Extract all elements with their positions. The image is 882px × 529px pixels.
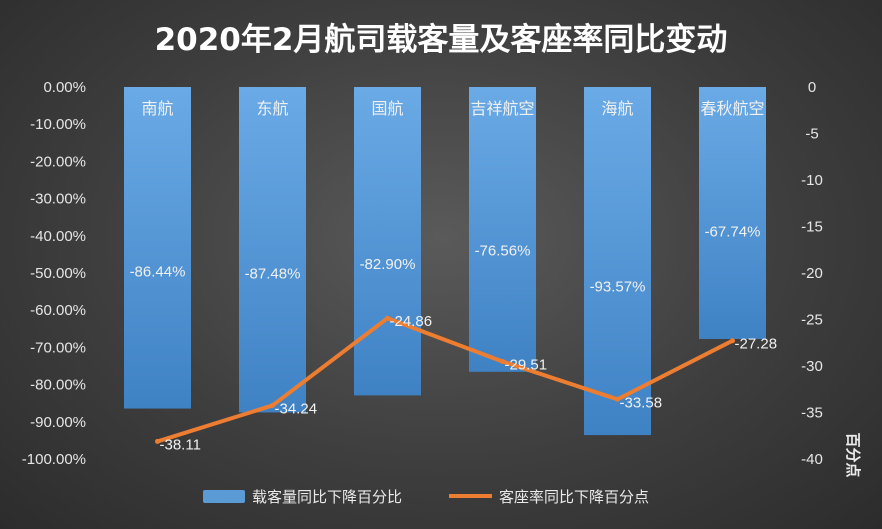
line-path (155, 316, 735, 444)
line-point (155, 438, 160, 444)
line-point (500, 358, 505, 364)
right-axis: 0 -5 -10 -15 -20 -25 -30 -35 -40 (801, 79, 823, 468)
left-tick-label: -70.00% (30, 339, 86, 356)
line-data-label: -27.28 (735, 336, 778, 353)
right-tick-label: 0 (808, 79, 816, 96)
bar-data-label: -86.44% (130, 263, 186, 280)
line-point (270, 402, 275, 408)
data-labels: 南航 -86.44% 东航 -87.48% 国航 -82.90% 吉祥航空 -76.56% 海航… (130, 99, 777, 453)
line-point (385, 315, 390, 321)
bar (469, 87, 536, 372)
bar-series (124, 87, 766, 436)
left-tick-label: -40.00% (30, 228, 86, 245)
bar (124, 87, 191, 409)
line-series (155, 315, 735, 444)
right-tick-label: -20 (801, 265, 823, 282)
legend-bar-label: 载客量同比下降百分比 (252, 488, 402, 506)
category-label: 南航 (141, 99, 173, 118)
category-label: 海航 (601, 99, 633, 118)
legend: 载客量同比下降百分比 客座率同比下降百分点 (203, 488, 649, 506)
bar-data-label: -82.90% (360, 256, 416, 273)
bar (239, 87, 306, 413)
chart-title: 2020年2月航司载客量及客座率同比变动 (155, 22, 728, 58)
line-data-label: -24.86 (390, 313, 433, 330)
legend-line-label: 客座率同比下降百分点 (499, 488, 649, 506)
bar-data-label: -93.57% (590, 278, 646, 295)
line-point (615, 396, 620, 402)
bar (354, 87, 421, 396)
line-data-label: -34.24 (275, 400, 318, 417)
right-tick-label: -30 (801, 358, 823, 375)
category-label: 春秋航空 (700, 99, 764, 118)
bar-data-label: -76.56% (475, 242, 531, 259)
line-data-label: -29.51 (505, 356, 548, 373)
left-tick-label: -100.00% (22, 451, 86, 468)
right-tick-label: -10 (801, 172, 823, 189)
left-tick-label: -50.00% (30, 265, 86, 282)
bar (584, 87, 651, 436)
left-tick-label: -30.00% (30, 191, 86, 208)
right-axis-label: 百分点 (844, 432, 862, 477)
right-tick-label: -35 (801, 405, 823, 422)
left-tick-label: 0.00% (43, 79, 86, 96)
bar-data-label: -67.74% (705, 224, 761, 241)
left-tick-label: -90.00% (30, 414, 86, 431)
right-tick-label: -25 (801, 312, 823, 329)
right-tick-label: -40 (801, 451, 823, 468)
left-axis: 0.00% -10.00% -20.00% -30.00% -40.00% -50.00%… (22, 79, 86, 468)
category-label: 吉祥航空 (470, 99, 534, 118)
line-point (730, 338, 735, 344)
right-tick-label: -15 (801, 219, 823, 236)
category-label: 东航 (256, 99, 288, 118)
left-tick-label: -20.00% (30, 153, 86, 170)
category-label: 国航 (371, 99, 403, 118)
left-tick-label: -10.00% (30, 116, 86, 133)
left-tick-label: -80.00% (30, 377, 86, 394)
line-data-label: -33.58 (620, 394, 663, 411)
right-tick-label: -5 (805, 126, 818, 143)
bar-data-label: -87.48% (245, 265, 301, 282)
line-data-label: -38.11 (160, 436, 201, 453)
left-tick-label: -60.00% (30, 302, 86, 319)
legend-bar-swatch (203, 490, 245, 503)
bar (699, 87, 766, 339)
